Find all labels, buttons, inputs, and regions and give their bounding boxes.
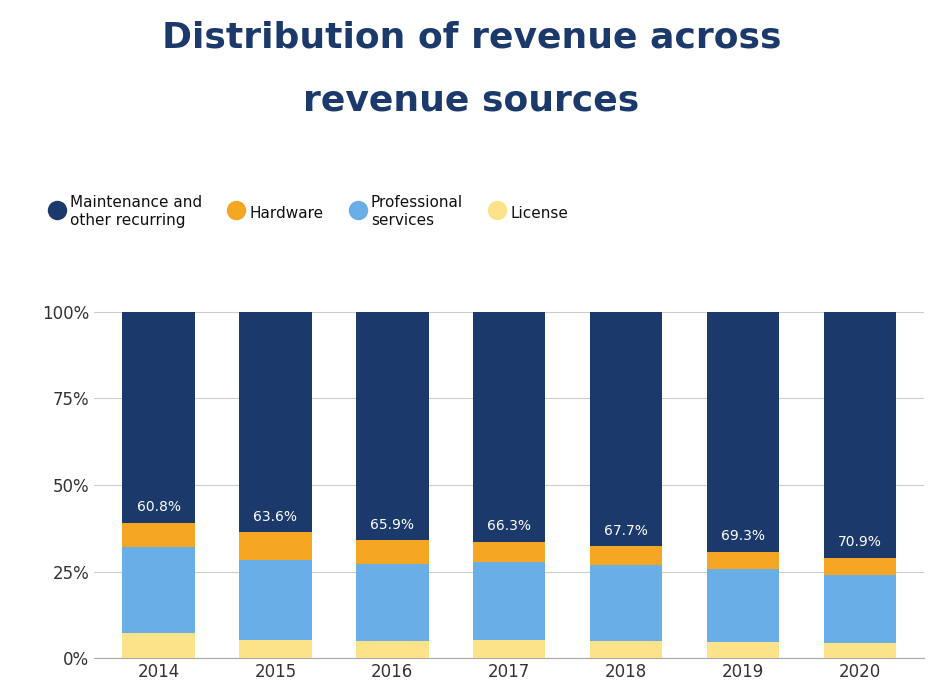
- Bar: [823, 312, 896, 557]
- Bar: [240, 640, 312, 658]
- Bar: [823, 575, 896, 643]
- Bar: [590, 546, 662, 565]
- Bar: [706, 312, 779, 552]
- Bar: [706, 552, 779, 570]
- Text: 70.9%: 70.9%: [838, 535, 882, 549]
- Text: revenue sources: revenue sources: [304, 83, 639, 117]
- Bar: [590, 641, 662, 658]
- Bar: [123, 547, 195, 633]
- Text: 63.6%: 63.6%: [254, 509, 297, 524]
- Bar: [706, 570, 779, 642]
- Text: 66.3%: 66.3%: [488, 519, 531, 533]
- Text: 65.9%: 65.9%: [371, 518, 414, 532]
- Bar: [590, 312, 662, 546]
- Bar: [356, 541, 428, 564]
- Bar: [473, 312, 545, 542]
- Bar: [706, 642, 779, 658]
- Bar: [590, 565, 662, 641]
- Legend: Maintenance and
other recurring, Hardware, Professional
services, License: Maintenance and other recurring, Hardwar…: [45, 188, 576, 236]
- Bar: [240, 560, 312, 640]
- Bar: [473, 562, 545, 640]
- Bar: [823, 643, 896, 658]
- Text: 60.8%: 60.8%: [137, 500, 180, 514]
- Bar: [240, 312, 312, 532]
- Bar: [123, 523, 195, 547]
- Bar: [473, 542, 545, 563]
- Bar: [356, 640, 428, 658]
- Bar: [240, 532, 312, 560]
- Bar: [356, 312, 428, 541]
- Bar: [356, 564, 428, 640]
- Text: 69.3%: 69.3%: [721, 529, 765, 543]
- Bar: [123, 312, 195, 523]
- Text: Distribution of revenue across: Distribution of revenue across: [162, 21, 781, 55]
- Bar: [823, 557, 896, 575]
- Bar: [473, 640, 545, 658]
- Bar: [123, 633, 195, 658]
- Text: 67.7%: 67.7%: [604, 524, 648, 538]
